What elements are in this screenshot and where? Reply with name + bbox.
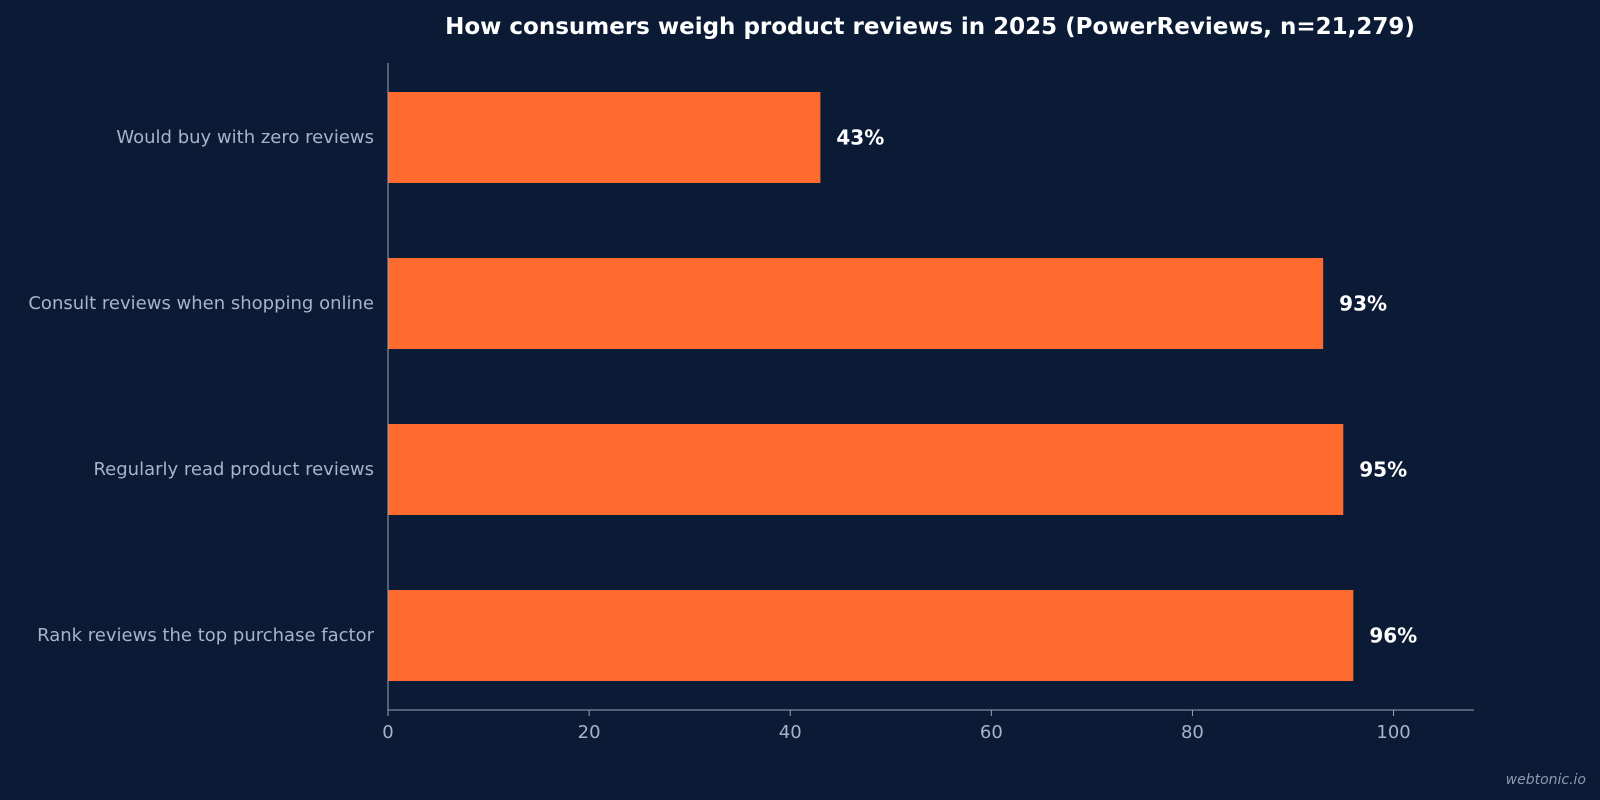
category-label: Regularly read product reviews — [93, 459, 374, 480]
watermark-text: webtonic.io — [1506, 772, 1586, 788]
x-tick-label: 80 — [1181, 722, 1204, 743]
bar — [388, 258, 1324, 349]
x-tick-label: 100 — [1376, 722, 1410, 743]
bar — [388, 590, 1354, 681]
value-label: 93% — [1339, 292, 1387, 316]
x-tick-label: 60 — [980, 722, 1003, 743]
bar — [388, 424, 1344, 515]
category-label: Would buy with zero reviews — [116, 127, 374, 148]
category-label: Consult reviews when shopping online — [28, 293, 374, 314]
category-label: Rank reviews the top purchase factor — [37, 625, 374, 646]
x-tick-label: 40 — [779, 722, 802, 743]
value-labels: 43% 93% 95% 96% — [836, 126, 1417, 648]
bars-group — [388, 92, 1354, 681]
x-tick-label: 20 — [578, 722, 601, 743]
value-label: 95% — [1359, 458, 1407, 482]
value-label: 96% — [1369, 624, 1417, 648]
chart-title: How consumers weigh product reviews in 2… — [445, 14, 1415, 40]
x-axis-ticks: 0 20 40 60 80 100 — [382, 710, 1411, 743]
category-labels: Would buy with zero reviews Consult revie… — [28, 127, 374, 646]
value-label: 43% — [836, 126, 884, 150]
bar — [388, 92, 821, 183]
x-tick-label: 0 — [382, 722, 393, 743]
